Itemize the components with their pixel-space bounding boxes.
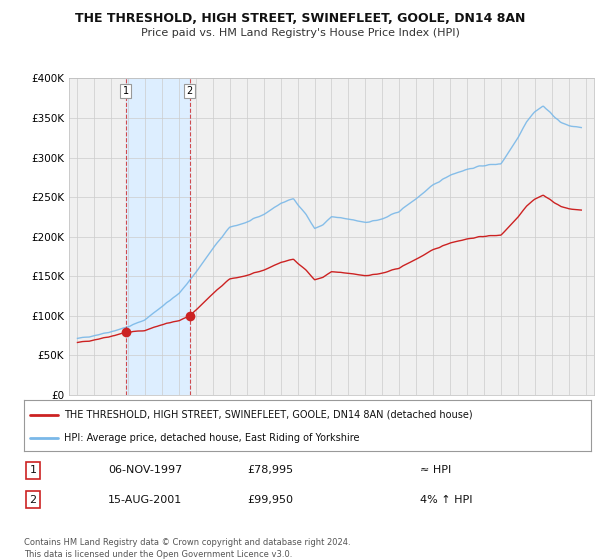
Text: 06-NOV-1997: 06-NOV-1997	[108, 465, 182, 475]
Bar	[126, 78, 190, 395]
Text: £78,995: £78,995	[247, 465, 293, 475]
Text: ≈ HPI: ≈ HPI	[420, 465, 451, 475]
Text: 1: 1	[122, 86, 129, 96]
Text: 2: 2	[187, 86, 193, 96]
Text: THE THRESHOLD, HIGH STREET, SWINEFLEET, GOOLE, DN14 8AN: THE THRESHOLD, HIGH STREET, SWINEFLEET, …	[75, 12, 525, 25]
Text: THE THRESHOLD, HIGH STREET, SWINEFLEET, GOOLE, DN14 8AN (detached house): THE THRESHOLD, HIGH STREET, SWINEFLEET, …	[64, 409, 472, 419]
Text: Contains HM Land Registry data © Crown copyright and database right 2024.
This d: Contains HM Land Registry data © Crown c…	[24, 538, 350, 559]
Text: 15-AUG-2001: 15-AUG-2001	[108, 494, 182, 505]
Text: HPI: Average price, detached house, East Riding of Yorkshire: HPI: Average price, detached house, East…	[64, 433, 359, 443]
Text: Price paid vs. HM Land Registry's House Price Index (HPI): Price paid vs. HM Land Registry's House …	[140, 28, 460, 38]
Text: 4% ↑ HPI: 4% ↑ HPI	[420, 494, 473, 505]
Text: 2: 2	[29, 494, 37, 505]
Text: £99,950: £99,950	[247, 494, 293, 505]
Text: 1: 1	[29, 465, 37, 475]
